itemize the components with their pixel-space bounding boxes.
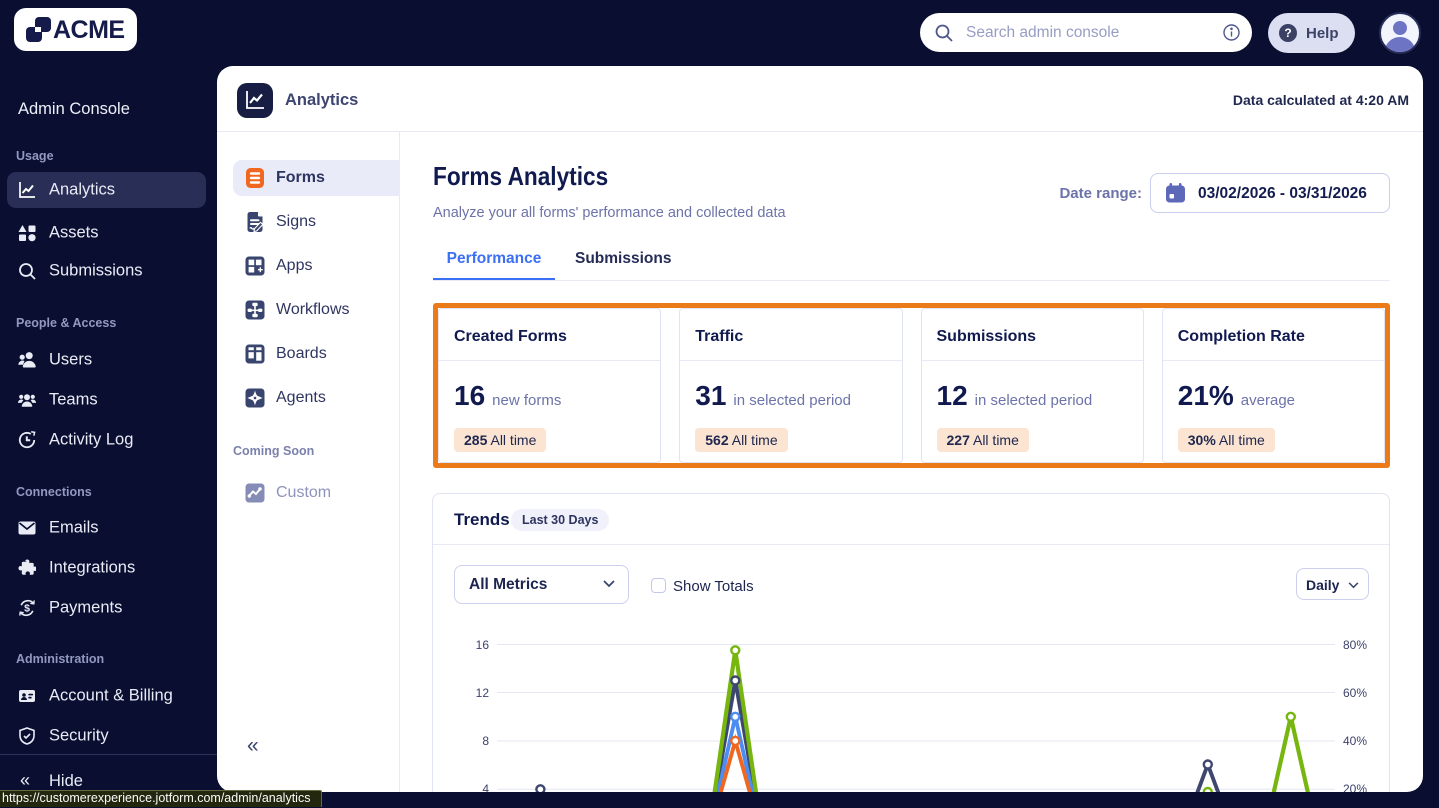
svg-text:$: $ [24,603,30,615]
